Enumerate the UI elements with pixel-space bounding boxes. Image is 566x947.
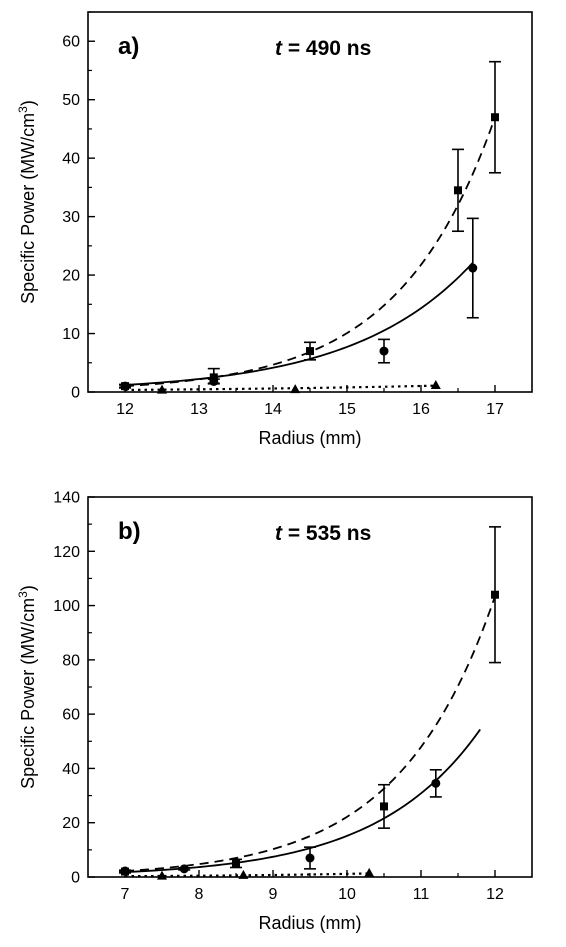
y-tick-label-b-4: 80 <box>62 652 80 669</box>
y-tick-label-a-4: 40 <box>62 151 80 168</box>
y-tick-label-a-2: 20 <box>62 268 80 285</box>
x-axis-label-b: Radius (mm) <box>258 913 361 933</box>
time-symbol-b: t <box>275 522 283 545</box>
y-axis-label-close-a: ) <box>18 100 38 106</box>
data-point-b-square-2 <box>380 802 388 811</box>
plot-frame-b <box>87 496 533 878</box>
y-tick-label-b-6: 120 <box>53 544 80 561</box>
x-tick-label-b-1: 8 <box>195 886 204 903</box>
data-point-a-triangle-1 <box>290 384 301 394</box>
time-annotation-b: t = 535 ns <box>275 522 371 545</box>
data-point-a-circle-1 <box>209 376 219 386</box>
y-tick-label-b-1: 20 <box>62 815 80 832</box>
x-axis-label-a: Radius (mm) <box>258 428 361 448</box>
fit-curve-b-dashed <box>124 596 496 872</box>
data-point-a-circle-3 <box>468 263 478 273</box>
data-point-a-square-4 <box>491 113 499 122</box>
y-tick-label-b-5: 100 <box>53 598 80 615</box>
y-axis-label-main-a: Specific Power (MW/cm <box>18 113 38 304</box>
x-tick-label-b-0: 7 <box>121 886 130 903</box>
fit-curve-a-dotted <box>124 384 436 392</box>
y-axis-label-main-b: Specific Power (MW/cm <box>18 598 38 789</box>
x-tick-label-a-3: 15 <box>338 401 356 418</box>
y-tick-label-a-6: 60 <box>62 34 80 51</box>
y-tick-label-b-3: 60 <box>62 707 80 724</box>
x-tick-label-a-4: 16 <box>412 401 430 418</box>
time-value-a: = 490 ns <box>282 37 371 60</box>
y-tick-label-a-0: 0 <box>71 385 80 402</box>
data-point-a-square-2 <box>306 347 314 356</box>
data-point-a-square-3 <box>454 186 462 195</box>
y-axis-label-b: Specific Power (MW/cm3) <box>16 585 38 789</box>
panel-label-a: a) <box>118 33 139 60</box>
y-axis-label-sup-b: 3 <box>16 591 30 598</box>
y-axis-label-close-b: ) <box>18 585 38 591</box>
data-point-a-circle-2 <box>379 346 389 356</box>
data-point-b-circle-1 <box>179 864 189 874</box>
y-tick-label-b-2: 40 <box>62 761 80 778</box>
x-tick-label-b-4: 11 <box>413 886 430 903</box>
y-tick-label-b-7: 140 <box>53 490 80 507</box>
y-tick-label-a-3: 30 <box>62 209 80 226</box>
chart-marks-b <box>119 526 501 880</box>
y-tick-label-a-5: 50 <box>62 92 80 109</box>
x-tick-label-a-0: 12 <box>116 401 134 418</box>
x-tick-label-b-2: 9 <box>269 886 278 903</box>
data-point-b-circle-3 <box>431 778 441 788</box>
fit-curve-b-dotted <box>124 872 370 878</box>
axis-ticks-a: 12 13 14 15 16 17 0 10 20 30 40 50 60 <box>62 11 504 418</box>
chart-marks-a <box>119 60 501 394</box>
x-tick-label-b-3: 10 <box>338 886 356 903</box>
y-axis-label-sup-a: 3 <box>16 106 30 113</box>
data-point-b-square-3 <box>491 590 499 599</box>
data-point-b-circle-2 <box>305 853 315 863</box>
time-symbol-a: t <box>275 37 283 60</box>
x-tick-label-a-2: 14 <box>264 401 282 418</box>
x-tick-label-b-5: 12 <box>486 886 504 903</box>
y-tick-label-b-0: 0 <box>71 870 80 887</box>
y-tick-label-a-1: 10 <box>62 326 80 343</box>
data-point-b-triangle-2 <box>364 867 375 877</box>
x-tick-label-a-5: 17 <box>486 401 504 418</box>
panel-label-b: b) <box>118 518 141 545</box>
fit-curve-a-solid <box>124 262 474 386</box>
fit-curve-b-solid <box>124 728 481 874</box>
x-tick-label-a-1: 13 <box>190 401 208 418</box>
time-value-b: = 535 ns <box>282 522 371 545</box>
time-annotation-a: t = 490 ns <box>275 37 371 60</box>
data-point-a-triangle-2 <box>430 379 441 389</box>
y-axis-label-a: Specific Power (MW/cm3) <box>16 100 38 304</box>
plot-frame-a <box>87 11 533 393</box>
